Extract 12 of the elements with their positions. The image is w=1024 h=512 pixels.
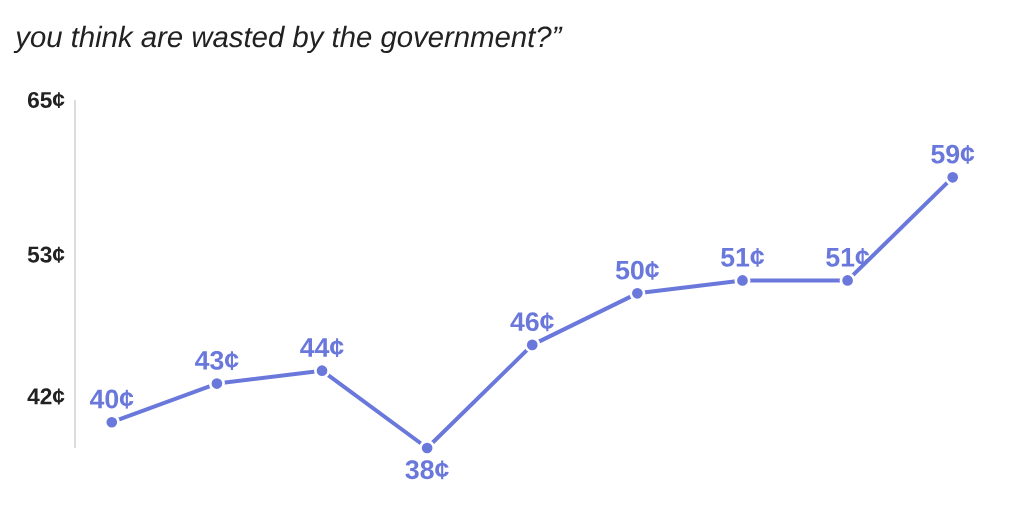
data-label: 44¢ bbox=[300, 338, 344, 358]
chart-title: you think are wasted by the government?” bbox=[13, 25, 563, 54]
y-tick-label: 53¢ bbox=[27, 246, 65, 263]
data-label: 51¢ bbox=[721, 248, 765, 267]
data-label: 50¢ bbox=[615, 260, 659, 280]
data-label: 46¢ bbox=[510, 312, 554, 332]
y-tick-label: 65¢ bbox=[27, 91, 65, 109]
data-label: 38¢ bbox=[405, 460, 449, 480]
data-label: 40¢ bbox=[89, 389, 134, 409]
y-tick-label: 42¢ bbox=[27, 388, 65, 405]
data-label: 43¢ bbox=[195, 350, 239, 370]
data-label: 59¢ bbox=[931, 144, 975, 164]
